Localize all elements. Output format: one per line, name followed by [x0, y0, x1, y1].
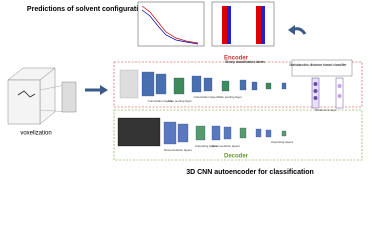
classifier-method: Mahalanobis distance based classifier [289, 63, 347, 67]
arrow-head [288, 25, 295, 35]
layer-label: Convolution layers [194, 95, 219, 99]
caption: 3D CNN autoencoder for classification [186, 169, 314, 176]
layer-label: Max pooling layer [218, 95, 242, 99]
decoder-box [113, 109, 363, 161]
classifier-labels: Binary classification labels [225, 60, 265, 64]
layer-label: Unpooling layers [271, 140, 294, 144]
encoder-blocks [119, 69, 287, 99]
classifier-box [291, 59, 353, 77]
layer-label: Convolution layers [148, 99, 173, 103]
layer-label: Deconvolution layers [212, 144, 240, 148]
voxel-label: voxelization [20, 131, 51, 137]
layer-label: Deconvolution layers [164, 148, 192, 152]
encoder-title: Encoder [224, 56, 249, 62]
arrow-head [100, 85, 108, 95]
layer-label: Max pooling layer [168, 99, 192, 103]
decoder-blocks [117, 117, 287, 147]
voxel-cube [7, 67, 77, 125]
inset-plots [137, 1, 275, 47]
layer-label: Unpooling layers [195, 144, 218, 148]
encoder-box [113, 61, 363, 108]
bottleneck [311, 77, 344, 109]
decoder-title: Decoder [224, 154, 249, 160]
figure: Predictions of solvent configuration cha… [7, 1, 363, 176]
title: Predictions of solvent configuration cha… [27, 6, 177, 13]
